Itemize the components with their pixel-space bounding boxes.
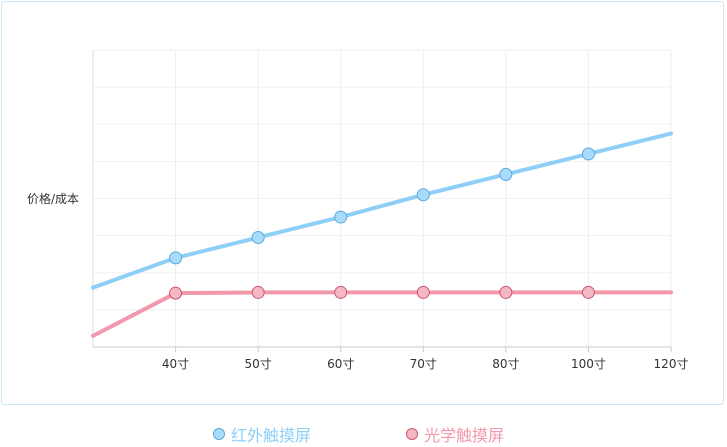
series-point-1 (581, 285, 595, 299)
x-axis-ticks: 40寸 50寸 60寸 70寸 80寸 100寸 120寸 (162, 347, 689, 371)
series-point-0 (334, 210, 348, 224)
line-chart: 40寸 50寸 60寸 70寸 80寸 100寸 120寸 (91, 49, 689, 371)
chart-legend: 红外触摸屏 光学触摸屏 (0, 422, 727, 446)
chart-grid (92, 49, 672, 348)
legend-item-optical[interactable]: 光学触摸屏 (406, 422, 504, 446)
series-point-0 (416, 188, 430, 202)
series-line-0 (91, 131, 673, 290)
legend-marker-optical (406, 428, 418, 440)
series-point-1 (169, 286, 183, 300)
x-tick-label: 40寸 (162, 357, 189, 371)
x-tick-label: 50寸 (245, 357, 272, 371)
legend-label-optical: 光学触摸屏 (424, 426, 505, 445)
series-point-0 (499, 167, 513, 181)
series-point-1 (499, 285, 513, 299)
series-point-0 (581, 147, 595, 161)
series-point-1 (334, 285, 348, 299)
legend-label-infrared: 红外触摸屏 (231, 426, 312, 445)
y-axis-label: 价格/成本 (27, 192, 80, 206)
legend-item-infrared[interactable]: 红外触摸屏 (213, 422, 311, 446)
series-point-0 (251, 230, 265, 244)
x-tick-label: 60寸 (327, 357, 354, 371)
series-line-1 (91, 290, 673, 338)
chart-panel (1, 1, 724, 405)
series-point-0 (169, 251, 183, 265)
chart-series-markers (169, 147, 595, 300)
x-tick-label: 70寸 (410, 357, 437, 371)
chart-axes (92, 50, 671, 348)
series-point-1 (416, 285, 430, 299)
x-tick-label: 120寸 (654, 357, 689, 371)
x-tick-label: 80寸 (492, 357, 519, 371)
x-tick-label: 100寸 (571, 357, 606, 371)
series-point-1 (251, 285, 265, 299)
chart-series-lines (91, 131, 673, 338)
legend-marker-infrared (213, 428, 225, 440)
